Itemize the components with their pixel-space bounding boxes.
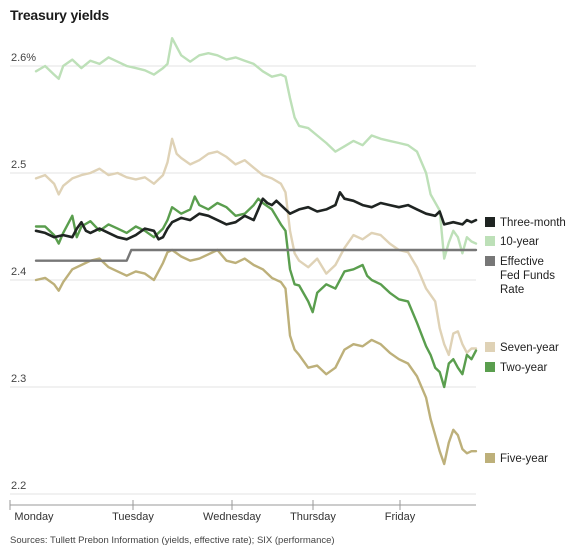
x-tick-label: Friday [385,511,416,523]
legend-swatch [485,342,495,352]
x-tick-label: Thursday [290,511,336,523]
legend-label: Two-year [500,362,547,374]
legend-label: Fed Funds [500,270,555,282]
legend: Three-month 10-year Effective Fed Funds Rate… [485,217,566,465]
y-tick-label: 2.5 [11,159,26,171]
y-tick-label: 2.2 [11,480,26,492]
series-line-two-year [34,195,478,389]
series-line-five-year [34,248,478,466]
legend-label: Seven-year [500,342,559,354]
legend-label: Effective [500,256,544,268]
legend-swatch [485,453,495,463]
y-axis: 2.6% 2.5 2.4 2.3 2.2 [11,52,36,492]
legend-swatch [485,362,495,372]
legend-label: Five-year [500,453,548,465]
series-line-seven-year [34,137,478,357]
series-line-10-year [34,37,478,260]
chart-title: Treasury yields [10,7,109,23]
legend-label: Three-month [500,217,566,229]
source-note: Sources: Tullett Prebon Information (yie… [10,535,335,546]
x-axis: Monday Tuesday Wednesday Thursday Friday [9,500,476,523]
x-tick-label: Wednesday [203,511,261,523]
x-tick-label: Monday [14,511,54,523]
y-tick-label: 2.3 [11,373,26,385]
legend-swatch [485,256,495,266]
series-line-effective-fed-funds-rate [34,248,478,262]
series-lines [34,37,478,466]
y-tick-label: 2.6% [11,52,36,64]
series-line-three-month [34,191,478,241]
y-tick-label: 2.4 [11,266,26,278]
legend-swatch [485,217,495,227]
legend-label: 10-year [500,236,539,248]
x-tick-label: Tuesday [112,511,154,523]
legend-swatch [485,236,495,246]
legend-label: Rate [500,284,524,296]
grid-lines [10,65,476,495]
